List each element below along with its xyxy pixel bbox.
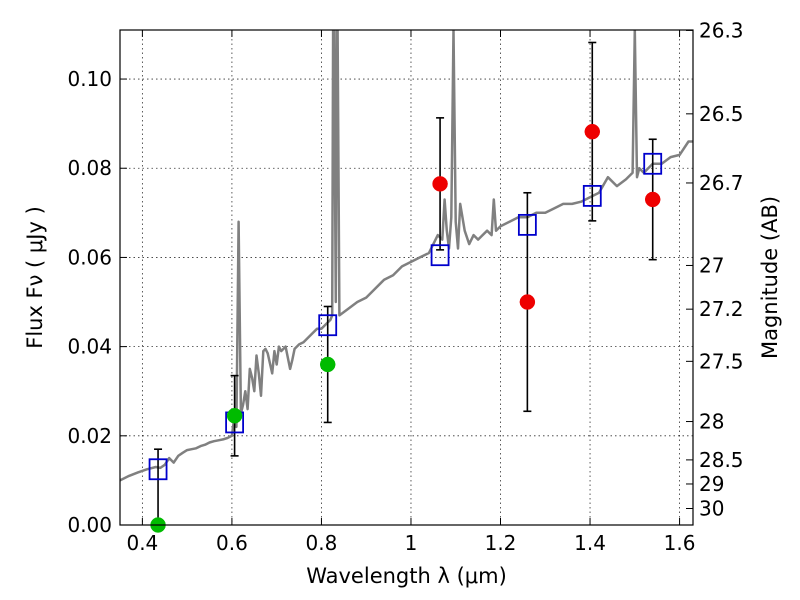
points-layer (148, 123, 663, 533)
y-tick-label: 0.04 (67, 335, 112, 359)
mag-tick-label: 26.3 (699, 18, 744, 42)
model-photometry-marker (318, 314, 338, 337)
mag-tick-label: 26.7 (699, 171, 744, 195)
mag-tick-label: 28.5 (699, 448, 744, 472)
y-tick-label: 0.06 (67, 245, 112, 269)
model-photometry-marker (582, 184, 602, 207)
observed-red-marker (432, 176, 448, 192)
observed-red-marker (519, 294, 536, 310)
mag-tick-label: 30 (699, 497, 724, 521)
y-tick-label: 0.10 (67, 67, 112, 91)
x-tick-label: 0.4 (126, 531, 158, 555)
spectrum-layer (120, 30, 693, 482)
x-tick-label: 0.8 (306, 531, 338, 555)
x-tick-label: 1 (405, 531, 418, 555)
mag-tick-label: 29 (699, 472, 724, 496)
model-spectrum-line (120, 30, 693, 482)
y-axis-label-right: Magnitude (AB) (758, 196, 782, 359)
observed-green-marker (226, 407, 243, 424)
plot-frame (119, 29, 694, 526)
y-tick-label: 0.00 (67, 513, 112, 537)
x-axis-label: Wavelength λ (μm) (306, 564, 507, 588)
x-tick-label: 1.4 (574, 531, 606, 555)
model-photometry-marker (643, 152, 663, 175)
mag-tick-label: 28 (699, 410, 724, 434)
mag-tick-label: 27.5 (699, 349, 744, 373)
grid-layer (120, 30, 693, 526)
observed-red-marker (584, 123, 601, 140)
x-tick-label: 1.2 (485, 531, 517, 555)
x-tick-label: 1.6 (664, 531, 696, 555)
y-tick-label: 0.08 (67, 156, 112, 180)
y-axis-label: Flux Fν ( μJy ) (23, 206, 47, 349)
observed-red-marker (644, 191, 661, 208)
model-photometry-marker (430, 244, 450, 267)
model-photometry-marker (517, 213, 537, 236)
errorbar-layer (154, 41, 657, 525)
mag-tick-label: 27 (699, 253, 724, 277)
ticks-layer: 0.4 0.6 0.8 1 1.2 1.4 1.6 0.00 0.02 0.04 0.06 0.08 0… (67, 18, 743, 555)
x-tick-label: 0.6 (216, 531, 248, 555)
mag-tick-label: 26.5 (699, 102, 744, 126)
mag-tick-label: 27.2 (699, 297, 744, 321)
model-photometry-marker (148, 458, 168, 481)
observed-green-marker (319, 356, 336, 373)
y-tick-label: 0.02 (67, 424, 112, 448)
